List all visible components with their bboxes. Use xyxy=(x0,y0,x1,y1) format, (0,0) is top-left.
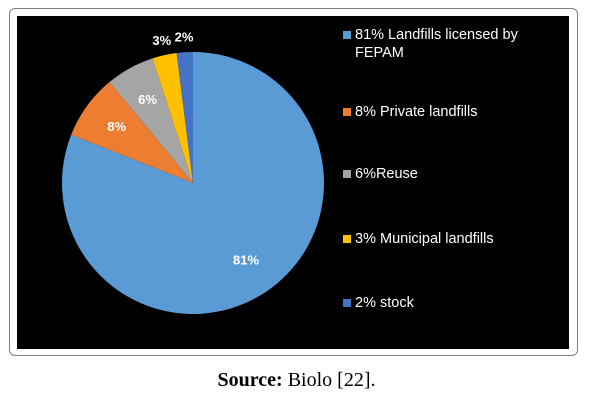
caption-source-label: Source: xyxy=(217,369,283,391)
chart-legend: 81% Landfills licensed by FEPAM 8% Priva… xyxy=(343,26,565,326)
legend-item-municipal-landfills: 3% Municipal landfills xyxy=(343,230,565,248)
legend-swatch xyxy=(343,31,351,39)
caption-source-text: Biolo [22]. xyxy=(282,369,376,391)
pie-slice-81-landfills-licensed-by-fepam xyxy=(62,52,325,314)
legend-swatch xyxy=(343,108,351,116)
legend-swatch xyxy=(343,299,351,307)
pie-data-label: 81% xyxy=(233,252,259,267)
legend-swatch xyxy=(343,235,351,243)
legend-label: 3% Municipal landfills xyxy=(355,231,494,247)
figure-caption: Source: Biolo [22]. xyxy=(0,369,593,392)
legend-label: 8% Private landfills xyxy=(355,104,478,120)
chart-panel: 81% 8% 6% 3% 2% 81% Landfills licensed by FE… xyxy=(17,16,569,349)
pie-slice-3-municipal-landfills xyxy=(152,53,193,183)
legend-item-reuse: 6%Reuse xyxy=(343,165,565,183)
legend-swatch xyxy=(343,170,351,178)
legend-item-landfills-licensed: 81% Landfills licensed by FEPAM xyxy=(343,26,565,62)
legend-label: 2% stock xyxy=(355,295,414,311)
legend-item-private-landfills: 8% Private landfills xyxy=(343,103,565,121)
pie-data-label: 2% xyxy=(175,30,194,45)
legend-label: 81% Landfills licensed by FEPAM xyxy=(355,27,518,61)
legend-item-stock: 2% stock xyxy=(343,294,565,312)
pie-chart: 81% 8% 6% 3% 2% xyxy=(62,30,325,314)
pie-slice-8-private-landfills xyxy=(71,82,193,183)
pie-slice-6-reuse xyxy=(109,58,193,183)
pie-data-label: 6% xyxy=(138,92,157,107)
pie-data-label: 8% xyxy=(107,119,126,134)
pie-data-label: 3% xyxy=(152,33,171,48)
legend-label: 6%Reuse xyxy=(355,166,418,182)
pie-slice-2-stock xyxy=(176,51,193,183)
